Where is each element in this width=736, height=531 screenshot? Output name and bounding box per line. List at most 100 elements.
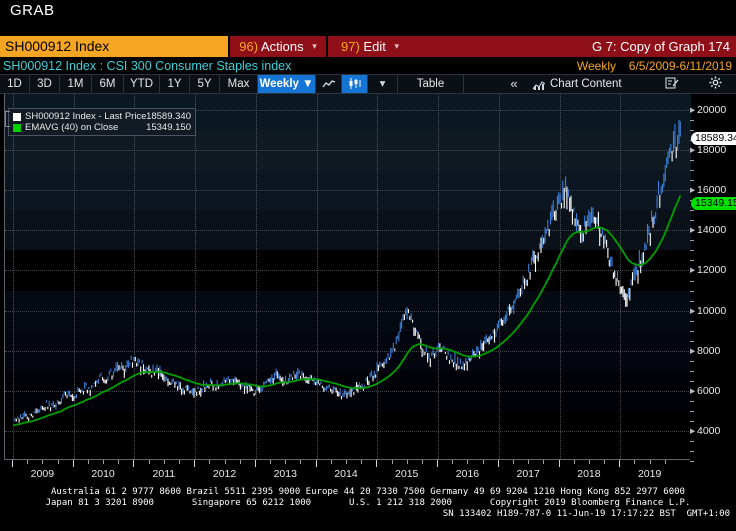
- x-axis-minor-tick: [406, 460, 408, 464]
- x-axis-label: 2013: [273, 468, 297, 480]
- x-axis-year-tick: [72, 460, 74, 467]
- collapse-icon[interactable]: «: [510, 76, 518, 91]
- gridline-horizontal: [5, 310, 691, 312]
- x-axis[interactable]: 2009 2010 2011 2012 2013 2014 2015 2016 2017 2018…: [4, 459, 690, 484]
- y-axis-tick: ▸ 14000: [690, 224, 727, 237]
- y-tick-mark: ▸: [690, 104, 696, 117]
- ema-value-tag: 15349.150: [691, 197, 736, 211]
- frequency-label: Weekly: [576, 59, 616, 73]
- legend-hook: [5, 111, 10, 127]
- grab-label: GRAB: [10, 2, 55, 19]
- x-axis-label: 2016: [455, 468, 480, 480]
- y-axis-minor-tick: [690, 220, 694, 222]
- y-axis-tick: ▸ 20000: [690, 104, 727, 117]
- x-axis-minor-tick: [346, 460, 347, 464]
- legend-value-ema: 15349.150: [146, 122, 191, 133]
- actions-label: Actions: [260, 39, 304, 54]
- y-axis-minor-tick: [690, 260, 694, 262]
- x-axis-minor-tick: [87, 460, 89, 464]
- chevron-down-icon: ▾: [394, 41, 399, 51]
- x-axis-minor-tick: [543, 460, 545, 464]
- last-price-tag: 18589.340: [691, 132, 736, 146]
- gridline-horizontal: [5, 350, 691, 352]
- y-axis-minor-tick: [690, 160, 694, 162]
- command-row-background: [412, 36, 736, 57]
- edit-number: 97): [341, 39, 360, 54]
- toolbar-spacer: [464, 75, 502, 93]
- actions-button[interactable]: 96) Actions ▾: [230, 36, 326, 57]
- y-axis-minor-tick: [690, 420, 694, 422]
- range-button-1m[interactable]: 1M: [60, 75, 92, 93]
- x-axis-minor-tick: [664, 460, 666, 464]
- y-axis-tick: ▸ 8000: [690, 344, 721, 357]
- gridline-horizontal: [5, 270, 691, 272]
- x-axis-minor-tick: [270, 460, 272, 464]
- y-axis-minor-tick: [690, 360, 694, 362]
- table-button[interactable]: Table: [398, 75, 464, 93]
- chart-plot-area[interactable]: [4, 94, 691, 459]
- x-axis-minor-tick: [634, 460, 636, 464]
- gridline-horizontal: [5, 150, 691, 152]
- line-chart-icon[interactable]: [316, 75, 342, 93]
- y-tick-mark: ▸: [690, 344, 696, 357]
- footer-line-3: SN 133402 H189-787-0 11-Jun-19 17:17:22 …: [442, 509, 730, 519]
- gridline-vertical: [498, 94, 500, 459]
- x-axis-minor-tick: [604, 460, 606, 464]
- x-axis-minor-tick: [42, 460, 44, 464]
- y-tick-mark: ▸: [690, 184, 696, 197]
- range-button-6m[interactable]: 6M: [92, 75, 124, 93]
- annotate-icon[interactable]: [650, 75, 694, 93]
- x-axis-year-tick: [133, 460, 135, 467]
- chart-type-more-dropdown[interactable]: ▾: [368, 75, 398, 93]
- x-axis-label: 2009: [30, 468, 55, 480]
- range-button-5y[interactable]: 5Y: [190, 75, 220, 93]
- gridline-vertical: [559, 94, 561, 459]
- chart-content-button[interactable]: Chart Content: [526, 75, 650, 93]
- gridline-horizontal: [5, 390, 691, 392]
- range-button-1d[interactable]: 1D: [0, 75, 30, 93]
- y-axis-minor-tick: [690, 440, 694, 442]
- x-axis-label: 2019: [637, 468, 662, 480]
- x-axis-year-tick: [254, 460, 256, 467]
- bar-chart-icon[interactable]: [342, 75, 368, 93]
- gear-icon[interactable]: [694, 75, 736, 93]
- range-button-3d[interactable]: 3D: [30, 75, 60, 93]
- chart-band: [5, 330, 691, 371]
- range-button-ytd[interactable]: YTD: [124, 75, 160, 93]
- y-axis-tick: ▸ 12000: [690, 264, 727, 277]
- range-button-1y[interactable]: 1Y: [160, 75, 190, 93]
- security-description: SH000912 Index : CSI 300 Consumer Staple…: [3, 59, 292, 73]
- ema-line: [13, 195, 682, 427]
- x-axis-minor-tick: [573, 460, 575, 464]
- chart-content-icon: [532, 79, 546, 97]
- gridline-vertical: [13, 94, 14, 459]
- x-axis-year-tick: [558, 460, 560, 467]
- gridline-vertical: [134, 94, 136, 459]
- y-axis-tick: ▸ 16000: [690, 184, 727, 197]
- chart-legend[interactable]: SH000912 Index - Last Price 18589.340 EM…: [5, 108, 196, 136]
- period-dropdown[interactable]: Weekly ▼: [258, 75, 316, 93]
- edit-button[interactable]: 97) Edit ▾: [328, 36, 412, 57]
- y-axis-minor-tick: [690, 340, 694, 342]
- x-axis-minor-tick: [391, 460, 393, 464]
- x-axis-minor-tick: [528, 460, 530, 464]
- x-axis-minor-tick: [513, 460, 514, 464]
- y-axis-minor-tick: [690, 330, 694, 332]
- x-axis-year-tick: [497, 460, 499, 467]
- y-axis[interactable]: ▸ 20000 ▸ 18000 ▸ 16000 ▸ 14000 ▸ 12000 ▸ 10000 ▸ 800…: [690, 94, 736, 466]
- ticker-input[interactable]: SH000912 Index: [0, 36, 228, 57]
- y-axis-minor-tick: [690, 240, 694, 242]
- x-axis-label: 2012: [212, 468, 237, 480]
- x-axis-label: 2014: [334, 468, 358, 480]
- legend-swatch-ema: [13, 123, 21, 132]
- y-axis-minor-tick: [690, 180, 694, 182]
- x-axis-minor-tick: [361, 460, 363, 464]
- price-series-svg: [13, 120, 682, 427]
- legend-name-price: SH000912 Index - Last Price: [25, 111, 147, 122]
- range-button-max[interactable]: Max: [220, 75, 258, 93]
- x-axis-minor-tick: [482, 460, 484, 464]
- y-tick-mark: ▸: [690, 304, 696, 317]
- y-axis-minor-tick: [690, 410, 694, 412]
- x-axis-minor-tick: [103, 460, 105, 464]
